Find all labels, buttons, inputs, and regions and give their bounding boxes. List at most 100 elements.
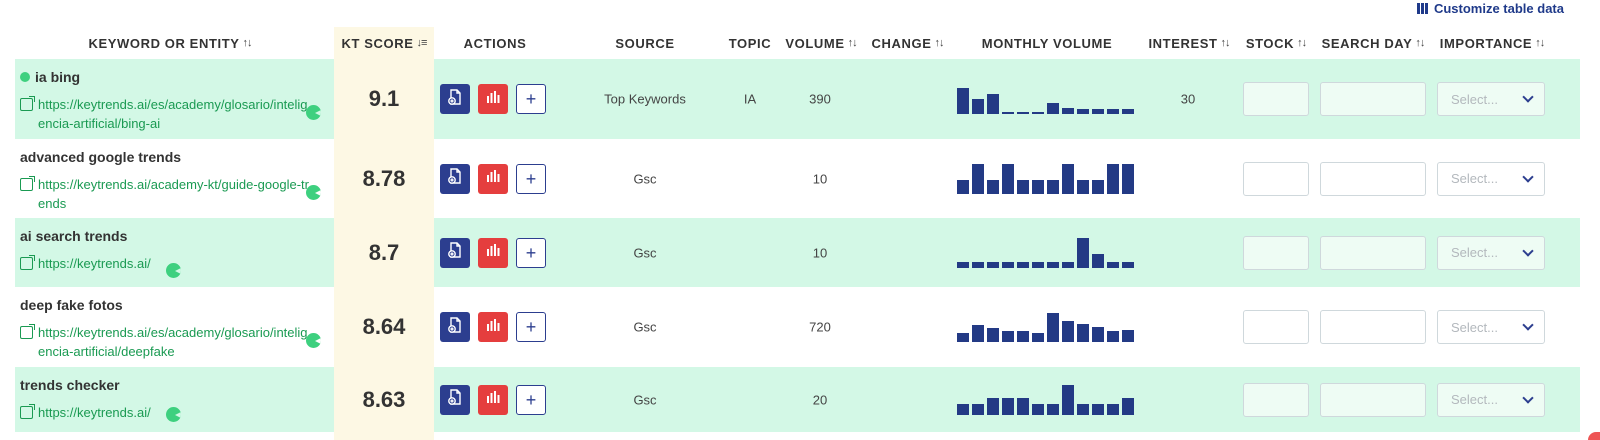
table-row[interactable]: ia bing https://keytrends.ai/es/academy/g…: [15, 59, 1580, 139]
stock-input[interactable]: [1243, 161, 1309, 196]
importance-select[interactable]: Select...: [1437, 82, 1545, 116]
add-button[interactable]: +: [516, 237, 546, 268]
stock-input[interactable]: [1243, 82, 1309, 116]
sort-icon: ↑↓: [934, 37, 944, 49]
monthly-volume-bar: [1032, 333, 1044, 342]
pacman-icon: [166, 407, 181, 422]
monthly-volume-bar: [987, 94, 999, 114]
stock-input[interactable]: [1243, 310, 1309, 344]
header-search-day[interactable]: SEARCH DAY ↑↓: [1321, 35, 1426, 51]
external-link-icon: [20, 404, 35, 419]
plus-icon: +: [525, 89, 537, 109]
view-chart-button[interactable]: [478, 312, 508, 342]
table-row[interactable]: ai search trends https://keytrends.ai/8.7…: [15, 218, 1580, 287]
monthly-volume-bar: [987, 328, 999, 342]
volume-cell: 10: [812, 245, 828, 260]
monthly-volume-bar: [1032, 403, 1044, 415]
source-cell: Gsc: [633, 319, 657, 335]
header-volume[interactable]: VOLUME ↑↓: [785, 35, 857, 51]
keyword-url-link[interactable]: https://keytrends.ai/: [20, 403, 312, 422]
monthly-volume-bar: [1077, 179, 1089, 194]
add-document-button[interactable]: [440, 384, 470, 415]
keyword-text: ai search trends: [20, 228, 128, 244]
importance-select[interactable]: Select...: [1437, 310, 1545, 344]
monthly-volume-bar: [1032, 261, 1044, 268]
search-day-input[interactable]: [1320, 82, 1426, 116]
header-stock[interactable]: STOCK ↑↓: [1245, 35, 1307, 51]
status-dot-icon: [20, 72, 30, 82]
actions-group: +: [440, 312, 546, 342]
monthly-volume-bar: [972, 261, 984, 268]
keyword-url-link[interactable]: https://keytrends.ai/: [20, 254, 312, 273]
add-document-button[interactable]: [440, 163, 470, 194]
keyword-text: deep fake fotos: [20, 297, 123, 313]
view-chart-button[interactable]: [478, 384, 508, 415]
kt-score-value: 8.7: [334, 218, 434, 287]
add-button[interactable]: +: [516, 84, 546, 114]
keyword-url-link[interactable]: https://keytrends.ai/es/academy/glosario…: [20, 95, 312, 133]
monthly-volume-bar: [987, 261, 999, 268]
search-day-input[interactable]: [1320, 161, 1426, 196]
importance-select[interactable]: Select...: [1437, 161, 1545, 196]
monthly-volume-bar: [1017, 261, 1029, 268]
select-placeholder: Select...: [1451, 245, 1498, 260]
monthly-volume-bar: [1122, 163, 1134, 194]
search-day-input[interactable]: [1320, 310, 1426, 344]
add-document-button[interactable]: [440, 237, 470, 268]
header-interest[interactable]: INTEREST ↑↓: [1148, 35, 1230, 51]
add-document-button[interactable]: [440, 84, 470, 114]
monthly-volume-bar: [1032, 179, 1044, 194]
header-kt-score[interactable]: KT SCORE ↓≡: [341, 35, 428, 51]
table-row[interactable]: deep fake fotos https://keytrends.ai/es/a…: [15, 287, 1580, 367]
monthly-volume-bar: [1062, 108, 1074, 114]
monthly-volume-bar: [1122, 397, 1134, 415]
monthly-volume-bar: [1002, 261, 1014, 268]
monthly-volume-chart: [957, 237, 1137, 268]
add-button[interactable]: +: [516, 312, 546, 342]
importance-select[interactable]: Select...: [1437, 235, 1545, 270]
header-source: SOURCE: [615, 35, 675, 51]
stock-input[interactable]: [1243, 382, 1309, 417]
view-chart-button[interactable]: [478, 163, 508, 194]
search-day-input[interactable]: [1320, 382, 1426, 417]
view-chart-button[interactable]: [478, 84, 508, 114]
chevron-down-icon: [1522, 391, 1534, 404]
keyword-cell[interactable]: deep fake fotos: [20, 297, 123, 313]
monthly-volume-bar: [1092, 179, 1104, 194]
keyword-url-link[interactable]: https://keytrends.ai/academy-kt/guide-go…: [20, 175, 312, 213]
importance-select[interactable]: Select...: [1437, 382, 1545, 417]
monthly-volume-bar: [1062, 321, 1074, 342]
table-header: KEYWORD OR ENTITY ↑↓ KT SCORE ↓≡ ACTIONS S…: [15, 27, 1580, 59]
keyword-cell[interactable]: trends checker: [20, 377, 120, 393]
monthly-volume-bar: [1002, 397, 1014, 415]
stock-input[interactable]: [1243, 235, 1309, 270]
keyword-url-link[interactable]: https://keytrends.ai/es/academy/glosario…: [20, 323, 312, 361]
header-keyword[interactable]: KEYWORD OR ENTITY ↑↓: [88, 35, 252, 51]
monthly-volume-bar: [1047, 179, 1059, 194]
table-row[interactable]: trends checker https://keytrends.ai/8.63 +…: [15, 367, 1580, 432]
monthly-volume-bar: [957, 88, 969, 114]
add-document-button[interactable]: [440, 312, 470, 342]
search-day-input[interactable]: [1320, 235, 1426, 270]
select-placeholder: Select...: [1451, 171, 1498, 186]
table-row[interactable]: advanced google trends https://keytrends.…: [15, 139, 1580, 218]
document-add-icon: [446, 241, 464, 264]
customize-table-button[interactable]: Customize table data: [1416, 1, 1564, 16]
header-change[interactable]: CHANGE ↑↓: [871, 35, 945, 51]
keyword-cell[interactable]: ai search trends: [20, 228, 127, 244]
plus-icon: +: [525, 317, 537, 337]
monthly-volume-bar: [1062, 163, 1074, 194]
keyword-cell[interactable]: ia bing: [20, 69, 80, 85]
monthly-volume-bar: [1122, 330, 1134, 342]
view-chart-button[interactable]: [478, 237, 508, 268]
monthly-volume-bar: [1092, 253, 1104, 268]
header-importance[interactable]: IMPORTANCE ↑↓: [1439, 35, 1545, 51]
keyword-cell[interactable]: advanced google trends: [20, 149, 181, 165]
chevron-down-icon: [1522, 170, 1534, 183]
add-button[interactable]: +: [516, 384, 546, 415]
monthly-volume-bar: [957, 179, 969, 194]
monthly-volume-bar: [1047, 261, 1059, 268]
add-button[interactable]: +: [516, 163, 546, 194]
header-topic: TOPIC: [728, 35, 772, 51]
document-add-icon: [446, 167, 464, 190]
